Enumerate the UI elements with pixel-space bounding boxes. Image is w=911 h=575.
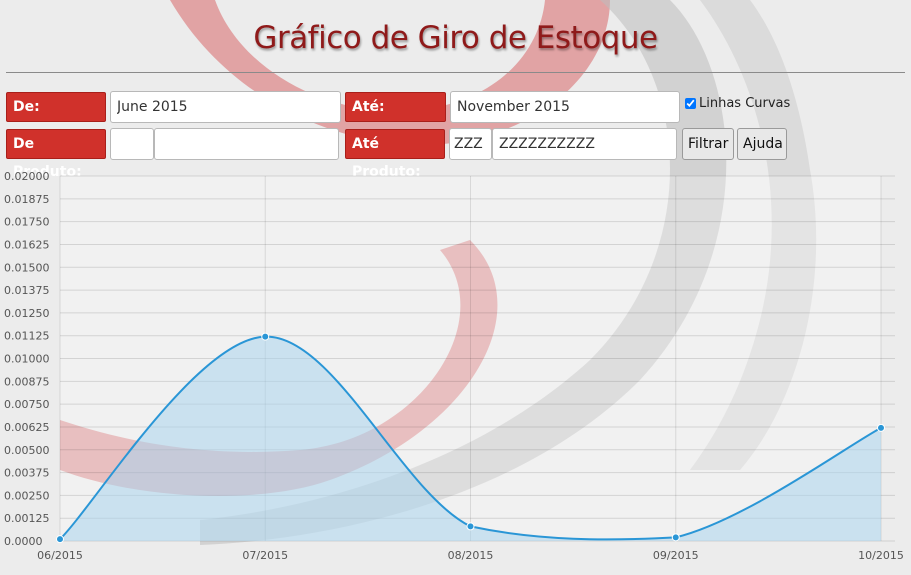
y-tick-label: 0.00125 (4, 512, 50, 525)
data-point (671, 533, 680, 542)
x-tick-label: 10/2015 (858, 549, 904, 562)
de-label: De: (6, 92, 106, 122)
y-tick-label: 0.00625 (4, 421, 50, 434)
de-date-input[interactable] (110, 91, 341, 123)
stock-turnover-chart: 0.0000 0.00125 0.00250 0.00375 0.00500 0.0062… (4, 170, 904, 562)
y-tick-label: 0.01375 (4, 284, 50, 297)
y-tick-label: 0.01125 (4, 330, 50, 343)
y-tick-label: 0.01500 (4, 261, 50, 274)
ate-produto-name-input[interactable] (492, 128, 677, 160)
data-point (466, 522, 475, 531)
ate-produto-label: Até Produto: (345, 129, 445, 180)
y-tick-label: 0.00750 (4, 398, 50, 411)
y-tick-label: 0.00500 (4, 444, 50, 457)
y-tick-label: 0.00875 (4, 375, 50, 388)
ate-date-input[interactable] (450, 91, 680, 123)
x-tick-label: 07/2015 (242, 549, 288, 562)
y-tick-label: 0.01625 (4, 238, 50, 251)
x-tick-label: 08/2015 (448, 549, 494, 562)
y-tick-label: 0.0000 (4, 535, 43, 548)
de-produto-code-input[interactable] (110, 128, 154, 160)
x-tick-label: 06/2015 (37, 549, 83, 562)
data-point (56, 535, 64, 544)
linhas-curvas-checkbox[interactable] (685, 98, 696, 109)
y-tick-label: 0.00375 (4, 467, 50, 480)
x-tick-label: 09/2015 (653, 549, 699, 562)
filtrar-button[interactable]: Filtrar (682, 128, 734, 160)
linhas-curvas-label: Linhas Curvas (699, 96, 791, 111)
series-line (59, 335, 882, 541)
y-tick-label: 0.01875 (4, 193, 50, 206)
ate-label: Até: (345, 92, 446, 122)
y-tick-label: 0.00250 (4, 489, 50, 502)
data-point (877, 423, 885, 432)
y-tick-label: 0.01000 (4, 353, 50, 366)
de-produto-label: De Produto: (6, 129, 106, 180)
title-divider (6, 72, 905, 73)
y-tick-label: 0.01250 (4, 307, 50, 320)
data-point (261, 332, 270, 341)
y-tick-label: 0.02000 (4, 170, 50, 183)
ajuda-button[interactable]: Ajuda (737, 128, 787, 160)
y-tick-label: 0.01750 (4, 216, 50, 229)
linhas-curvas-toggle[interactable]: Linhas Curvas (685, 96, 790, 111)
series-area-fill (60, 336, 881, 541)
de-produto-name-input[interactable] (154, 128, 339, 160)
page-title: Gráfico de Giro de Estoque (253, 20, 658, 56)
ate-produto-code-input[interactable] (449, 128, 492, 160)
